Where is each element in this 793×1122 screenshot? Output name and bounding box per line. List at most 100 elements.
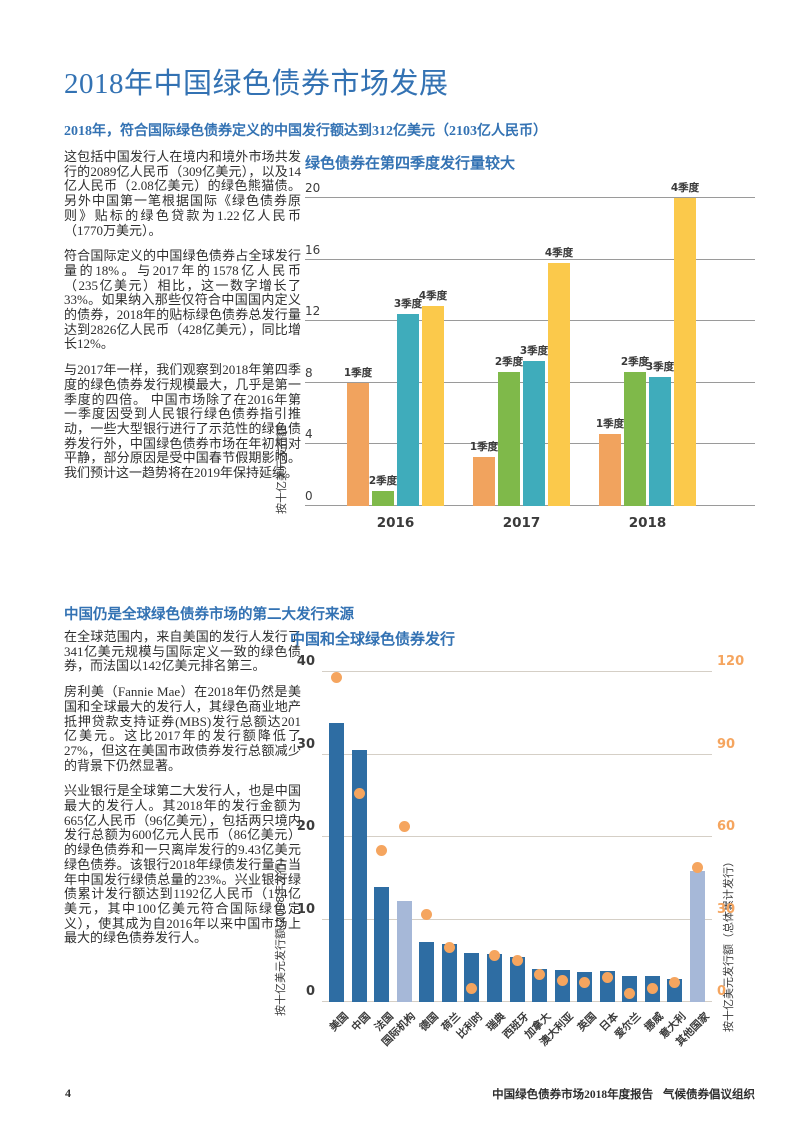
bar-label: 4季度 <box>670 182 700 194</box>
bar-slots: 美国 中国 法国 国际机构 德国 荷兰 比利时 瑞典 西班牙 加拿大 澳大利亚 英国 日本 爱尔兰 挪威 意大… <box>322 672 712 1049</box>
footer-organization: 气候债券倡议组织 <box>663 1089 755 1101</box>
chart2-right-y-axis-label: 按十亿美元发行额（总体累计发行） <box>722 856 735 1032</box>
gridline <box>322 836 712 837</box>
bar <box>329 723 344 1002</box>
bar-slot: 挪威 <box>643 672 666 1034</box>
y-axis-tick-label: 4 <box>305 427 313 442</box>
y-axis-tick-label: 16 <box>305 242 321 257</box>
chart2-title: 中国和全球绿色债券发行 <box>290 632 456 648</box>
data-point-dot <box>669 977 681 989</box>
bar-label: 2季度 <box>620 356 650 369</box>
section2-heading: 中国仍是全球绿色债券市场的第二大发行来源 <box>64 607 354 623</box>
bar-slot: 2季度 <box>620 198 650 506</box>
footer-report-title: 中国绿色债券市场2018年度报告 <box>492 1089 654 1101</box>
bar-label: 2季度 <box>368 474 398 487</box>
bar-slot: 瑞典 <box>485 672 508 1034</box>
y-axis-tick-label: 20 <box>305 181 321 195</box>
gridline <box>305 258 755 260</box>
bar <box>374 887 390 1002</box>
bar-slot: 加拿大 <box>523 672 553 1041</box>
paragraph: 房利美（Fannie Mae）在2018年仍然是美国和全球最大的发行人，其绿色商… <box>64 684 301 773</box>
bar-group: 1季度 2季度 3季度 4季度 2018 <box>596 182 699 531</box>
bar-label: 3季度 <box>519 345 549 358</box>
bar-slot: 澳大利亚 <box>538 672 576 1049</box>
bar-slot: 2季度 <box>368 198 398 506</box>
chart-china-global-issuance: 中国和全球绿色债券发行 按十亿美元发行额(2018年发行) 按十亿美元发行额（总… <box>274 628 750 1049</box>
right-axis-tick-label: 0 <box>717 984 727 999</box>
bar-label: 1季度 <box>343 366 373 379</box>
bar <box>649 376 671 506</box>
data-point-dot <box>353 787 365 799</box>
bar-slot: 3季度 <box>394 198 422 506</box>
bar-slot: 1季度 <box>470 198 498 506</box>
bar-slot: 1季度 <box>343 198 373 506</box>
data-point-dot <box>443 941 455 953</box>
data-point-dot <box>331 672 342 683</box>
bar-slot: 英国 <box>575 672 599 1034</box>
chart1-y-axis-label: 按十亿美元发行额 <box>275 426 288 514</box>
gridline <box>305 320 755 322</box>
bar <box>372 490 394 506</box>
data-point-dot <box>692 861 703 873</box>
footer-page-number: 4 <box>65 1086 71 1100</box>
page-title: 2018年中国绿色债券市场发展 <box>64 68 449 100</box>
chart2-left-y-axis-label: 按十亿美元发行额(2018年发行) <box>274 858 287 1016</box>
category-label: 德国 <box>417 1010 441 1034</box>
bar-slot: 意大利 <box>658 672 689 1041</box>
bar-label: 2季度 <box>494 356 524 369</box>
bar-slot: 荷兰 <box>440 672 463 1034</box>
chart2-plot: 按十亿美元发行额(2018年发行) 按十亿美元发行额（总体累计发行） 0 10 20… <box>274 654 744 1049</box>
paragraph: 在全球范围内，来自美国的发行人发行了341亿美元规模与国际定义一致的绿色债券，而… <box>64 629 301 674</box>
right-axis-tick-label: 120 <box>717 654 745 669</box>
left-axis-tick-label: 40 <box>296 654 315 669</box>
gridline <box>322 671 712 672</box>
bar <box>548 262 570 506</box>
bar <box>473 456 495 506</box>
right-axis-tick-label: 90 <box>717 736 736 752</box>
paragraph: 兴业银行是全球第二大发行人，也是中国最大的发行人。其2018年的发行金额为665… <box>64 783 301 946</box>
bar-label: 4季度 <box>544 246 574 259</box>
bar <box>599 433 621 506</box>
category-label: 中国 <box>349 1010 373 1034</box>
gridline <box>305 197 755 198</box>
bar-label: 3季度 <box>645 360 675 373</box>
bar-slot: 2季度 <box>494 198 524 506</box>
gridline <box>322 753 712 755</box>
paragraph: 这包括中国发行人在境内和境外市场共发行的2089亿人民币（309亿美元），以及1… <box>64 149 301 238</box>
bar-slot: 中国 <box>350 672 373 1034</box>
bar-slot: 3季度 <box>645 198 675 506</box>
bar-slot: 3季度 <box>519 198 549 506</box>
bar-slot: 美国 <box>327 672 350 1034</box>
right-axis-tick-label: 60 <box>717 819 736 834</box>
bar-slot: 法国 <box>372 672 396 1034</box>
data-point-dot <box>646 982 658 994</box>
bar-groups: 1季度 2季度 3季度 4季度 2016 1季度 2季度 3季度 4季度 2017 1季度 2季度 3季… <box>343 182 699 531</box>
page-subtitle: 2018年，符合国际绿色债券定义的中国发行额达到312亿美元（2103亿人民币） <box>64 124 547 139</box>
bar <box>674 198 696 506</box>
bar-label: 4季度 <box>418 289 448 302</box>
bar <box>397 313 419 506</box>
bar-slot: 西班牙 <box>500 672 531 1041</box>
x-axis-year-label: 2018 <box>628 515 667 531</box>
left-axis-tick-label: 0 <box>305 984 315 999</box>
x-axis-year-label: 2016 <box>376 515 415 531</box>
bar-slot: 日本 <box>598 672 621 1034</box>
bar <box>422 305 444 506</box>
x-axis-year-label: 2017 <box>502 515 541 531</box>
y-axis-tick-label: 8 <box>305 365 313 380</box>
left-axis-tick-label: 10 <box>296 901 315 917</box>
bar <box>419 941 435 1002</box>
bar-slot: 比利时 <box>455 672 486 1041</box>
left-axis-tick-label: 20 <box>296 819 315 834</box>
data-point-dot <box>624 988 636 1000</box>
left-axis-tick-label: 30 <box>296 736 315 752</box>
chart1-plot: 按十亿美元发行额 0 4 8 12 16 20 1季度 2季度 3季度 4季度 2016 1季度 2季度… <box>275 181 755 531</box>
category-label: 英国 <box>575 1010 599 1034</box>
bar-slot: 1季度 <box>596 198 624 506</box>
chart-quarterly-issuance: 绿色债券在第四季度发行量较大 按十亿美元发行额 0 4 8 12 16 20 1季度 2季度 3… <box>275 152 760 531</box>
data-point-dot <box>601 971 613 983</box>
y-axis-tick-label: 12 <box>305 304 321 319</box>
paragraph: 符合国际定义的中国绿色债券占全球发行量的18%。与2017年的1578亿人民币（… <box>64 248 301 352</box>
bar-slot: 4季度 <box>544 198 574 506</box>
paragraph: 与2017年一样，我们观察到2018年第四季度的绿色债券发行规模最大，几乎是第一… <box>64 362 301 481</box>
